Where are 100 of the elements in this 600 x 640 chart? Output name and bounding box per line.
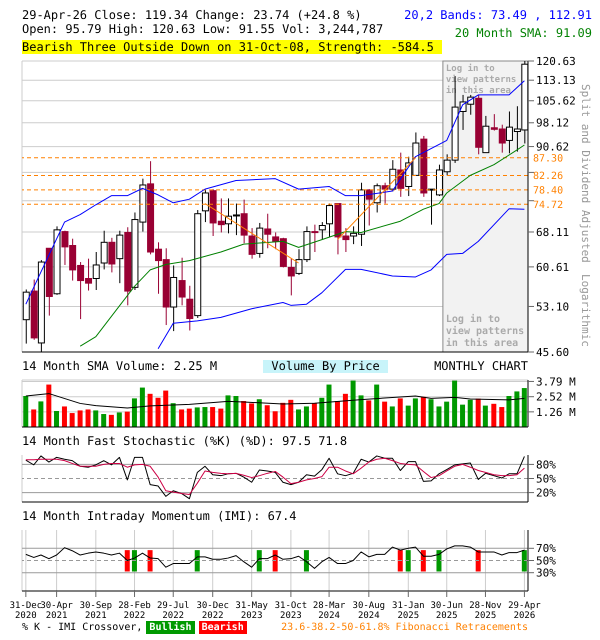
candlestick (202, 188, 209, 223)
candlestick (248, 228, 256, 260)
bar (70, 413, 75, 427)
y-tick-label: 50% (536, 554, 556, 568)
y-tick-label: 105.62 (536, 94, 576, 108)
bar (101, 414, 106, 427)
x-tick-label: 31-Oct 2023 (274, 601, 308, 621)
bar (406, 406, 411, 427)
text: 20,2 Bands: 73.49 , 112.91 (404, 8, 592, 22)
ref-line-label: 87.30 (533, 153, 564, 164)
text: Bearish (202, 622, 244, 633)
bar (342, 394, 348, 427)
y-tick-label: 80% (536, 458, 556, 472)
bar (428, 399, 434, 427)
x-tick-label: 28-Nov 2025 (469, 601, 502, 621)
bar (124, 412, 130, 427)
bar (256, 399, 262, 427)
bar (444, 402, 450, 427)
ref-line-label: 78.40 (533, 185, 564, 196)
y-tick-label: 2.52 M (536, 390, 576, 404)
y-axis-title: Split and Dividend Adjusted (579, 84, 592, 263)
annotation: Log in to view patterns in this area (446, 313, 524, 349)
y-tick-label: 60.61 (536, 260, 570, 274)
bar (194, 407, 200, 427)
y-tick-label: 68.11 (536, 226, 570, 239)
bar (163, 390, 168, 427)
bar (476, 398, 481, 427)
bar (23, 396, 28, 427)
bar (491, 404, 496, 427)
bar (326, 384, 332, 427)
line-series (158, 208, 525, 350)
bar (288, 400, 294, 427)
text: Volume By Price (271, 359, 380, 373)
x-tick-label: 30-Aug 2024 (352, 601, 386, 621)
bar (304, 406, 309, 427)
chart-title: 14 Month Fast Stochastic (%K) (%D): 97.5 71.8 (22, 434, 348, 448)
text: 23.6-38.2-50-61.8% Fibonacci Retracements (281, 622, 528, 633)
text: Bullish (149, 622, 192, 633)
x-tick-label: 30-Jun 2025 (430, 601, 463, 621)
y-tick-label: 3.79 M (536, 375, 576, 388)
bar (186, 408, 192, 427)
bar (132, 398, 137, 427)
y-tick-label: 45.60 (536, 346, 570, 359)
text: MONTHLY CHART (434, 359, 528, 373)
candlestick (186, 285, 194, 331)
y-tick-label: 113.13 (536, 74, 576, 88)
x-tick-label: 31-May 2023 (235, 601, 269, 621)
bar (86, 409, 91, 427)
candlestick (288, 258, 295, 296)
bar (249, 403, 254, 427)
bar (202, 407, 208, 427)
bar (452, 380, 458, 427)
text: Logarithmic (579, 274, 592, 347)
candlestick (264, 213, 272, 249)
candlestick (240, 199, 248, 244)
bar (170, 403, 176, 427)
chart-subtitle: Open: 95.79 High: 120.63 Low: 91.55 Vol: 3,244,787 (22, 22, 384, 36)
x-tick-label: 30-Dec 2022 (196, 601, 229, 621)
bar (522, 388, 527, 427)
chart-title: 29-Apr-26 Close: 119.34 Change: 23.74 (+24.8 %) (22, 8, 362, 22)
bar (148, 394, 153, 427)
ref-line-label: 82.26 (533, 171, 564, 182)
bar (108, 414, 114, 427)
bar (62, 406, 67, 427)
candlestick (326, 203, 333, 238)
y-tick-label: 98.12 (536, 116, 570, 130)
bar (499, 407, 504, 427)
bar (366, 400, 372, 427)
bar (93, 410, 98, 427)
candlestick (92, 252, 100, 291)
bar (482, 406, 488, 427)
bar (179, 409, 184, 427)
y-tick-label: 53.10 (536, 300, 570, 314)
bar (54, 411, 60, 427)
bar (296, 409, 301, 427)
x-tick-label: 29-Apr 2026 (508, 601, 542, 621)
y-tick-label: 50% (536, 472, 556, 486)
y-tick-label: 1.26 M (536, 406, 576, 419)
x-tick-label: 30-Sep 2021 (80, 601, 112, 621)
bar (233, 396, 238, 427)
x-tick-label: 29-Jul 2022 (156, 601, 190, 621)
bar (350, 380, 356, 427)
candlestick (178, 257, 186, 306)
bar (382, 402, 388, 427)
candlestick (100, 230, 108, 270)
candlestick (311, 224, 318, 253)
bar (156, 398, 161, 427)
bar (218, 408, 224, 427)
text: Bearish Three Outside Down on 31-Oct-08, Strength: -584.5 (22, 40, 434, 54)
candlestick (318, 222, 326, 240)
line-series (80, 144, 525, 347)
bar (319, 398, 324, 427)
line-series (25, 545, 525, 569)
x-tick-label: 28-Mar 2024 (312, 601, 346, 621)
bar (398, 398, 403, 427)
bar (280, 402, 286, 427)
bar (31, 409, 36, 427)
text: 20 Month SMA: 91.09 (454, 26, 592, 40)
bar (420, 396, 426, 427)
bar (436, 406, 442, 427)
